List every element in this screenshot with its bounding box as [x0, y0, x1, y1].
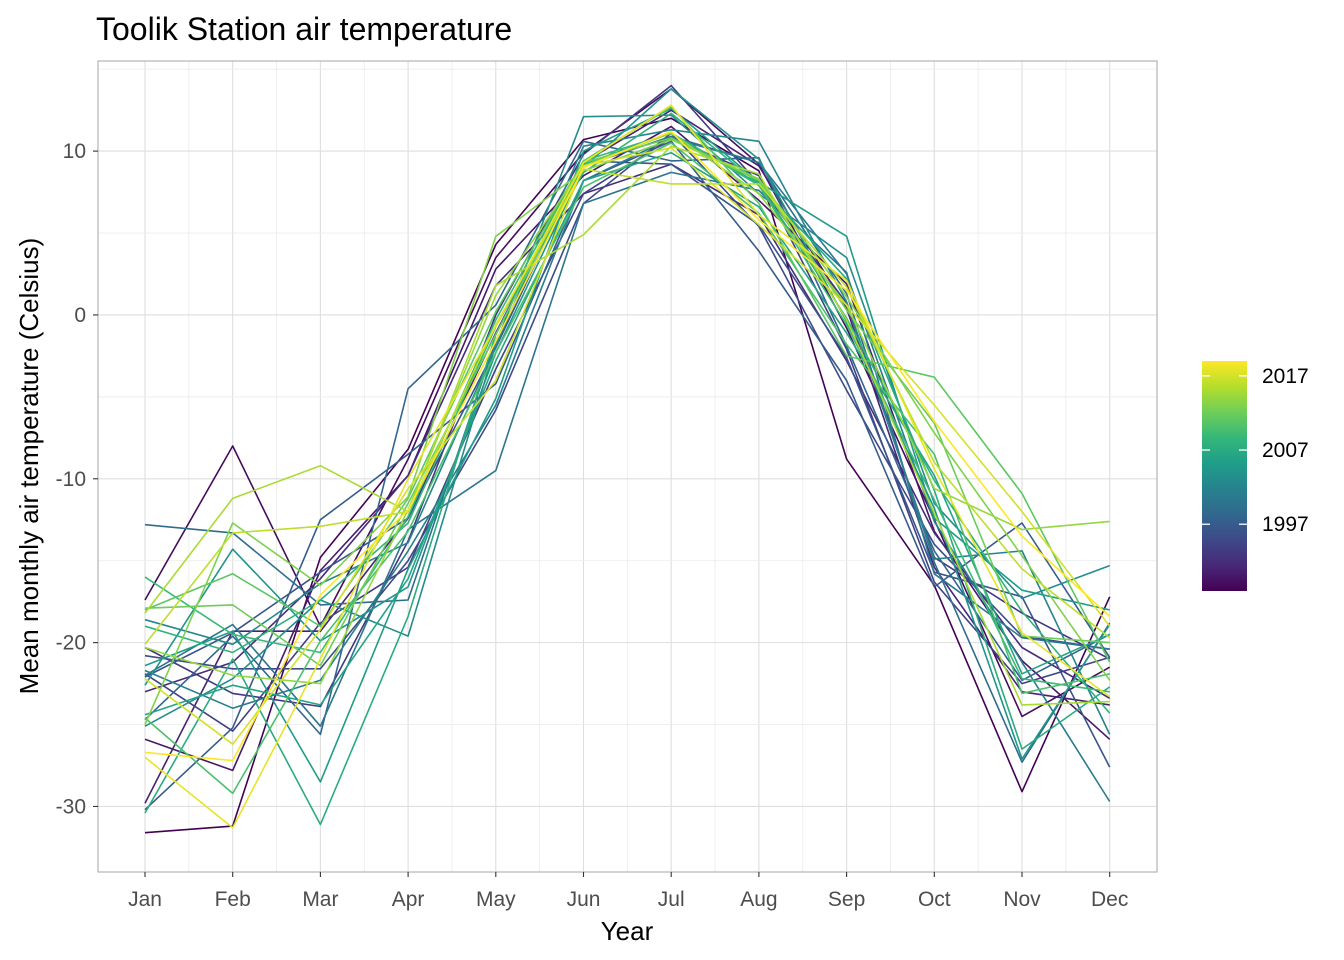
y-tick-label: 10	[63, 140, 86, 163]
x-tick-label: Feb	[215, 888, 251, 911]
series-lines	[144, 84, 1111, 834]
x-axis-title: Year	[601, 916, 654, 946]
series-line-2003	[144, 114, 1110, 727]
series-line-2008	[144, 112, 1111, 714]
x-tick-label: Dec	[1091, 888, 1128, 911]
x-tick-label: Jun	[567, 888, 601, 911]
y-tick-label: 0	[74, 304, 86, 327]
x-axis: Jan Feb Mar Apr May Jun Jul Aug Sep Oct Nov Dec	[128, 872, 1128, 911]
x-tick-label: Jan	[128, 888, 162, 911]
x-tick-label: Aug	[740, 888, 777, 911]
panel-border	[97, 60, 1158, 873]
series-line-2015	[144, 145, 1110, 706]
y-tick-label: -20	[56, 632, 86, 655]
series-line-2004	[144, 88, 1111, 760]
series-line-2002	[144, 129, 1111, 735]
series-line-2010	[144, 142, 1110, 795]
series-line-2000	[144, 171, 1110, 728]
x-tick-label: Jul	[658, 888, 685, 911]
series-line-1995	[144, 132, 1110, 670]
series-line-2006	[144, 151, 1111, 716]
y-tick-label: -10	[56, 468, 86, 491]
series-line-2017	[144, 147, 1111, 746]
legend-colorbar	[1202, 361, 1247, 591]
chart-title: Toolik Station air temperature	[96, 11, 512, 47]
series-line-2019	[144, 130, 1111, 762]
series-line-1993	[144, 84, 1111, 708]
y-axis-title: Mean monthly air temperature (Celsius)	[14, 238, 44, 695]
x-tick-label: Oct	[918, 888, 951, 911]
series-line-2013	[144, 138, 1111, 725]
x-tick-label: Nov	[1003, 888, 1041, 911]
y-tick-label: -30	[56, 795, 86, 818]
grid	[98, 61, 1157, 872]
x-tick-label: May	[476, 888, 516, 911]
y-axis: -30 -20 -10 0 10	[56, 140, 98, 818]
series-line-1997	[144, 140, 1111, 811]
legend-tick-label: 1997	[1262, 513, 1309, 536]
x-tick-label: Apr	[392, 888, 425, 911]
x-tick-label: Mar	[302, 888, 338, 911]
legend-tick-label: 2007	[1262, 439, 1309, 462]
series-line-2016	[144, 168, 1111, 645]
x-tick-label: Sep	[828, 888, 865, 911]
color-legend: 1997 2007 2017	[1202, 361, 1309, 591]
legend-tick-label: 2017	[1262, 365, 1309, 388]
series-line-2018	[144, 104, 1111, 829]
series-line-1991	[144, 109, 1110, 804]
